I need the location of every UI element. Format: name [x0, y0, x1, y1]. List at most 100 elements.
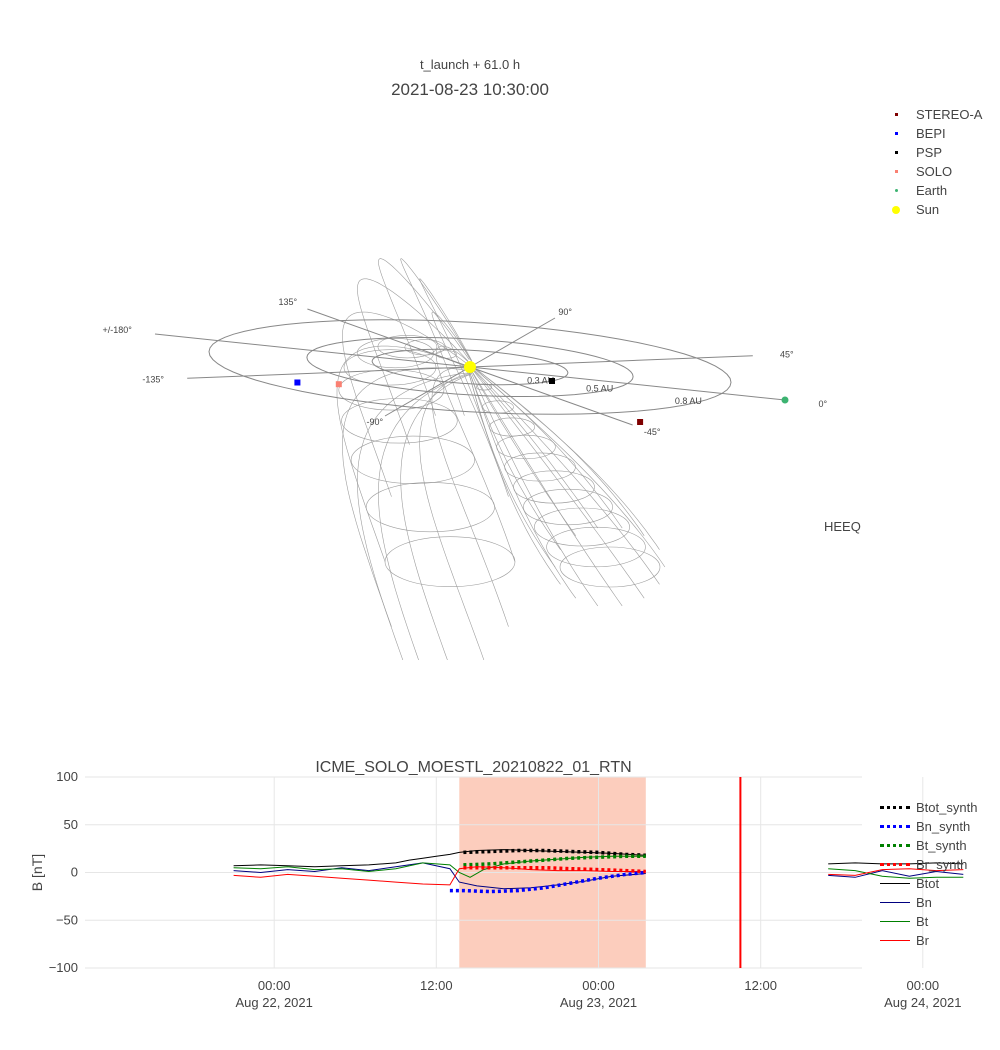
legend-label: STEREO-A	[916, 107, 983, 122]
mesh-line	[472, 366, 666, 568]
body-bepi	[294, 379, 301, 386]
distance-label: 0.5 AU	[586, 384, 613, 394]
mesh-line	[357, 278, 469, 445]
mesh-ring	[343, 349, 437, 386]
legend-label: Sun	[916, 202, 940, 217]
legend-swatch	[894, 170, 898, 173]
legend-swatch	[880, 921, 910, 922]
mesh-line	[431, 311, 509, 497]
mesh-ring	[365, 482, 495, 533]
legend-swatch	[880, 902, 910, 903]
series-bn	[233, 862, 646, 890]
legend-swatch	[880, 844, 910, 847]
y-tick-label: −100	[49, 960, 78, 975]
legend-label: Br	[916, 933, 929, 948]
mesh-line	[472, 365, 660, 550]
mesh-ring	[338, 369, 445, 411]
y-tick-label: 50	[64, 817, 78, 832]
angle-label: +/-180°	[103, 325, 133, 335]
x-tick-label: 00:00	[907, 978, 940, 993]
mesh-ring	[384, 536, 516, 588]
legend-label: Bt_synth	[916, 838, 967, 853]
timeseries-title: ICME_SOLO_MOESTL_20210822_01_RTN	[315, 759, 631, 776]
legend-label: Bt	[916, 914, 929, 929]
magnetic-field-timeseries[interactable]: ICME_SOLO_MOESTL_20210822_01_RTN 100 50 0 −5…	[0, 740, 1000, 1050]
angle-label: -45°	[644, 427, 661, 437]
y-tick-label: 100	[56, 769, 78, 784]
legend-swatch	[880, 940, 910, 941]
mesh-ring	[404, 339, 446, 356]
mesh-line	[469, 364, 599, 529]
angle-labels: 90° 45° 0° -45° -90° -135° +/-180° 135° 0.3 AU 0.…	[103, 297, 828, 437]
mesh-ring	[496, 434, 556, 460]
series-br	[828, 868, 964, 876]
mesh-line	[400, 258, 471, 416]
y-tick-label: −50	[56, 912, 78, 927]
series-btot_synth	[463, 848, 646, 858]
radial-line	[187, 366, 471, 379]
orbit-grid	[154, 308, 786, 426]
radial-line	[469, 317, 556, 368]
legend-label: Bn	[916, 895, 932, 910]
mesh-ring	[534, 507, 630, 547]
mesh-ring	[356, 338, 434, 369]
legend-label: PSP	[916, 145, 943, 160]
mesh-line	[378, 374, 470, 660]
frame-label: HEEQ	[824, 519, 861, 534]
series-btot	[233, 849, 646, 868]
angle-label: 90°	[558, 307, 572, 317]
orbit-legend[interactable]: STEREO-A BEPI PSP SOLO Earth Sun	[890, 105, 995, 225]
body-earth	[781, 396, 789, 404]
legend-label: BEPI	[916, 126, 946, 141]
radial-line	[469, 366, 633, 426]
radial-line	[469, 355, 753, 368]
mesh-line	[357, 372, 469, 660]
series-bt	[233, 855, 646, 878]
legend-swatch	[894, 113, 898, 116]
distance-label: 0.3 AU	[527, 375, 554, 385]
timeseries-legend[interactable]: Btot_synth Bn_synth Bt_synth Br_synth Btot Bn…	[880, 798, 995, 958]
mesh-ring	[350, 435, 476, 485]
x-tick-label: 12:00	[744, 978, 777, 993]
series-br	[233, 866, 646, 886]
mesh-line	[470, 368, 623, 607]
body-sun	[464, 361, 476, 373]
legend-swatch	[894, 132, 898, 135]
mesh-ring	[504, 452, 576, 482]
radial-line	[154, 333, 471, 368]
mesh-line	[470, 364, 623, 529]
body-psp	[549, 378, 555, 384]
mesh-line	[467, 366, 556, 568]
series-bn	[828, 870, 964, 878]
y-axis-label: B [nT]	[29, 854, 45, 891]
mesh-ring	[377, 335, 438, 359]
legend-swatch	[894, 151, 898, 154]
x-tick-label: 00:00	[582, 978, 615, 993]
legend-swatch	[894, 189, 898, 192]
legend-swatch	[880, 825, 910, 828]
legend-swatch	[880, 806, 910, 809]
radial-line	[469, 366, 786, 401]
mesh-line	[468, 368, 577, 599]
angle-label: -90°	[366, 417, 383, 427]
y-tick-label: 0	[71, 865, 78, 880]
body-solo	[335, 381, 342, 388]
mesh-line	[469, 368, 599, 607]
radial-line	[307, 308, 471, 368]
mesh-ring	[488, 417, 535, 437]
x-tick-label: 00:00	[258, 978, 291, 993]
orbit-3d-plot[interactable]: 90° 45° 0° -45° -90° -135° +/-180° 135° 0.3 AU 0.…	[0, 0, 1000, 660]
angle-label: 135°	[278, 297, 297, 307]
x-tick-label-date: Aug 22, 2021	[236, 995, 313, 1010]
mesh-ring	[435, 350, 457, 359]
grid-lines	[85, 776, 924, 969]
mesh-line	[378, 258, 470, 416]
mesh-line	[400, 374, 471, 660]
body-stereo-a	[637, 419, 644, 425]
radial-line	[384, 366, 471, 417]
mesh-line	[467, 367, 561, 585]
x-tick-label-date: Aug 23, 2021	[560, 995, 637, 1010]
legend-label: Bn_synth	[916, 819, 971, 834]
series-bt	[828, 868, 964, 879]
